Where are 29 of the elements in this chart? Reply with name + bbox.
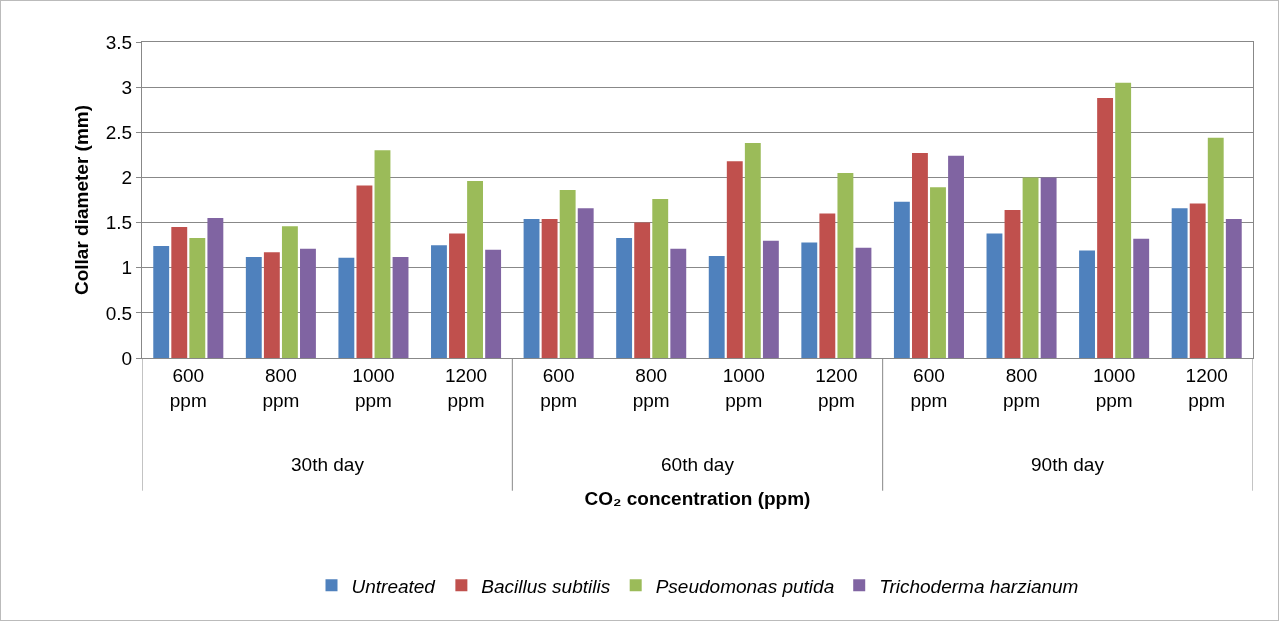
x-tick-label: 1200 ppm (444, 364, 488, 411)
x-tick-label: 1000 ppm (1092, 364, 1136, 411)
x-tick-label: 1200 ppm (1185, 364, 1228, 411)
y-tick-label: 1 (121, 257, 133, 279)
y-tick-label: 0 (121, 347, 133, 369)
y-axis-title: Collar diameter (mm) (70, 104, 92, 296)
legend-label: Trichoderma harzianum (879, 575, 1079, 597)
y-tick-label: 1.5 (105, 212, 133, 234)
x-tick-label: 600 ppm (910, 364, 948, 411)
text: 90th day (1031, 454, 1105, 475)
legend-label: Bacillus subtilis (481, 575, 611, 597)
text: 60th day (661, 454, 735, 475)
x-axis-title: CO₂ concentration (ppm) (584, 488, 811, 510)
x-tick-label: 600 ppm (169, 364, 207, 411)
x-tick-label: 800 ppm (632, 364, 670, 411)
y-tick-label: 2.5 (105, 121, 133, 143)
y-tick-label: 3.5 (105, 31, 133, 53)
x-tick-label: 800 ppm (1003, 364, 1041, 411)
x-tick-label: 1000 ppm (352, 364, 395, 411)
legend-label: Pseudomonas putida (655, 575, 835, 597)
legend-label: Untreated (351, 575, 437, 597)
y-tick-label: 0.5 (105, 302, 133, 324)
y-tick-label: 3 (121, 76, 133, 98)
text: 30th day (291, 454, 365, 475)
x-tick-label: 1000 ppm (722, 364, 765, 411)
y-tick-label: 2 (121, 167, 133, 189)
x-tick-label: 1200 ppm (815, 364, 858, 411)
x-tick-label: 600 ppm (540, 364, 578, 411)
x-tick-label: 800 ppm (262, 364, 300, 411)
